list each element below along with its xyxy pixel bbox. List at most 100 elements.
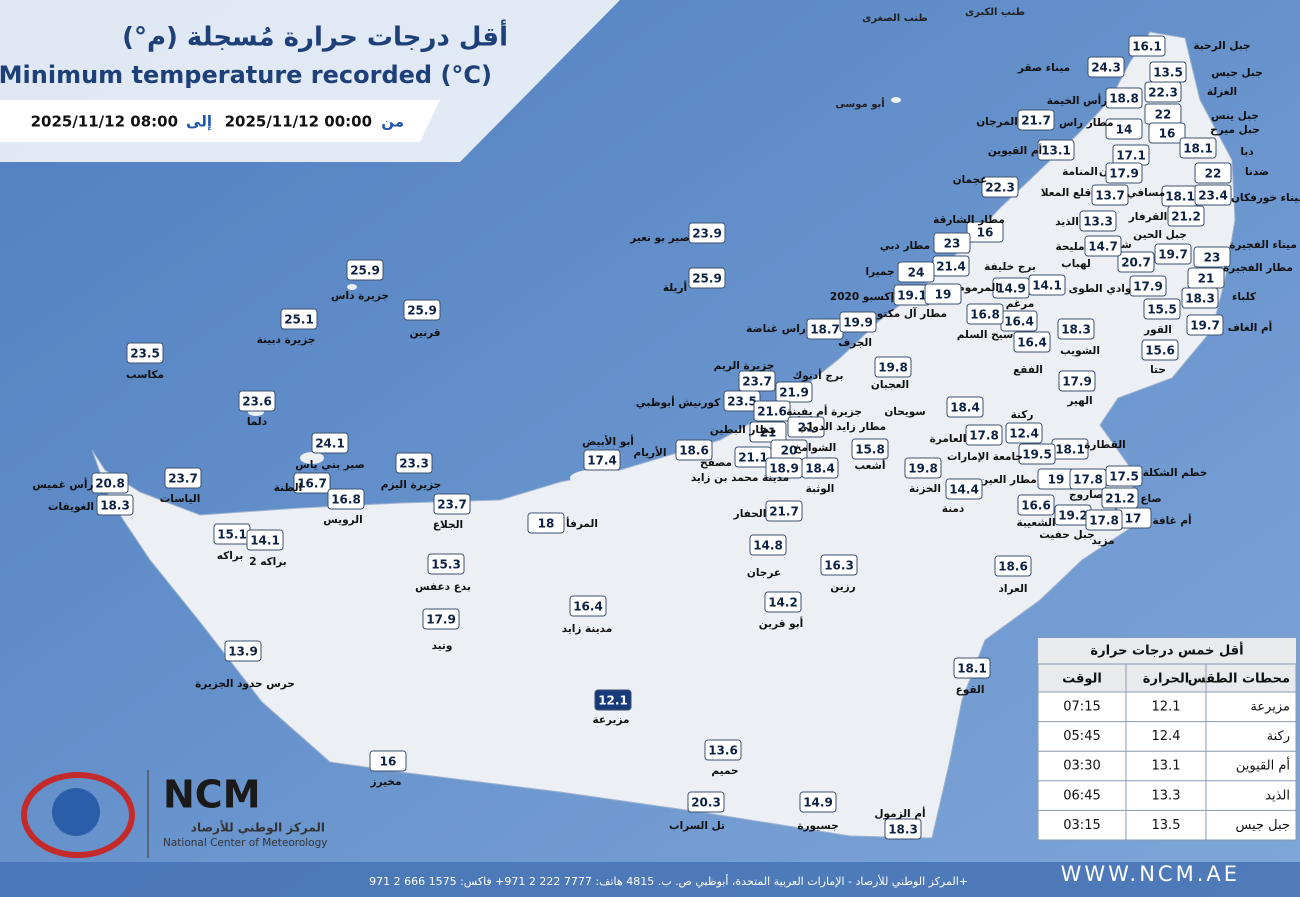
station-name: جسيورة — [797, 820, 838, 832]
table-cell: 07:15 — [1063, 700, 1100, 715]
station-value: 15.8 — [855, 443, 885, 457]
value-box — [946, 396, 984, 418]
value-box — [311, 432, 349, 454]
station-value: 18.6 — [998, 560, 1028, 574]
station-name: جزيرة اليزم — [381, 479, 441, 491]
value-box — [1129, 275, 1167, 297]
station: 16 جبل ميرح — [1148, 122, 1260, 144]
station-name: برج خليفة — [984, 261, 1036, 273]
date-from: 2025/11/12 00:00 — [225, 113, 372, 131]
table-cell: أم القيوين — [1236, 757, 1290, 774]
station: 19.7 أم الغاف — [1186, 314, 1272, 336]
station-name: جميرا — [865, 266, 894, 278]
station-value: 20.7 — [1121, 256, 1151, 270]
table-cell: 12.4 — [1152, 729, 1181, 744]
station-name: الجلاع — [433, 519, 463, 531]
station: 24 جميرا — [865, 261, 935, 283]
table-cell: ركنة — [1267, 729, 1290, 744]
station-name: جبل جيس — [1211, 67, 1263, 79]
station-name: لهباب — [1061, 258, 1091, 270]
station: 25.9 جزيرة داس — [331, 259, 389, 302]
value-box — [1194, 162, 1232, 184]
island — [891, 97, 901, 103]
station-name: الشوامخ — [794, 442, 836, 454]
value-box — [704, 739, 742, 761]
station-value: 21 — [798, 421, 815, 435]
value-box — [945, 478, 983, 500]
value-box — [1017, 494, 1055, 516]
station-name: الظنة — [274, 482, 302, 494]
station-value: 21.9 — [779, 386, 809, 400]
station-name: مخيرز — [370, 776, 402, 788]
station-value: 19.2 — [1058, 509, 1088, 523]
value-box — [966, 303, 1004, 325]
station-value: 18.3 — [1061, 323, 1091, 337]
station-value: 12.1 — [598, 694, 628, 708]
value-box — [1194, 184, 1232, 206]
station-value: 16.7 — [297, 477, 327, 491]
station-value: 16.4 — [1004, 315, 1034, 329]
station: 17.9 وتيد — [422, 608, 460, 652]
table-header: محطات الطقس — [1188, 672, 1290, 687]
value-box — [688, 222, 726, 244]
station-value: 18.1 — [1183, 142, 1213, 156]
station: 19 مطار العين — [979, 468, 1075, 490]
value-box — [1018, 443, 1056, 465]
station-value: 13.3 — [1083, 215, 1113, 229]
value-box — [433, 493, 471, 515]
station-name: مطار العين — [979, 474, 1037, 486]
station-name: دبا — [1240, 146, 1254, 158]
station-name: ضدنا — [1245, 166, 1269, 178]
station-name: الياسات — [160, 493, 201, 505]
station: 13.3 الذيد — [1055, 210, 1117, 232]
station-name: براكه 2 — [249, 556, 287, 568]
station-value: 23 — [1204, 251, 1221, 265]
station-name: جامعة الإمارات — [947, 451, 1023, 463]
value-box — [753, 400, 791, 422]
station-value: 14 — [1116, 123, 1133, 137]
value-box — [839, 311, 877, 333]
station-value: 25.1 — [284, 313, 314, 327]
station-name: بدع دعفس — [415, 581, 471, 593]
station: 15.5 القور — [1143, 298, 1181, 336]
value-box — [1017, 109, 1055, 131]
value-box — [1128, 35, 1166, 57]
value-box — [96, 494, 134, 516]
station: 18.1 القطارة — [1051, 438, 1126, 460]
station-name: الحفار — [733, 508, 767, 520]
station-name: مطار دبي — [880, 240, 930, 252]
station-name: المرجان — [976, 116, 1018, 128]
station-value: 15.3 — [431, 558, 461, 572]
value-box — [327, 488, 365, 510]
value-box — [799, 791, 837, 813]
station-value: 18.3 — [100, 499, 130, 513]
station-value: 22.3 — [1148, 86, 1178, 100]
station-name: الخزنة — [909, 483, 941, 495]
station-value: 17.9 — [1062, 375, 1092, 389]
station-name: أشعب — [855, 458, 886, 472]
value-box — [992, 277, 1030, 299]
title-ar: أقل درجات حرارة مُسجلة (م°) — [122, 20, 508, 53]
value-box — [569, 595, 607, 617]
table-cell: 03:30 — [1063, 759, 1100, 774]
value-box — [687, 791, 725, 813]
station: 14.2 أبو قرين — [759, 591, 803, 630]
station: 24.3 ميناء صقر — [1017, 56, 1125, 78]
station: 18.7 راس غناضة — [746, 318, 844, 340]
station-name: جزيرة داس — [331, 290, 389, 302]
footer-website: WWW.NCM.AE — [1061, 862, 1240, 886]
station-name: كورنيش أبوظبي — [636, 395, 721, 409]
station-value: 12.4 — [1009, 427, 1039, 441]
value-box — [775, 381, 813, 403]
place-label: طنب الصغرى — [862, 13, 928, 24]
station-name: إكسبو 2020 — [830, 291, 894, 303]
station: 23.5 كورنيش أبوظبي — [636, 390, 761, 412]
station-value: 13.9 — [228, 645, 258, 659]
station-value: 13.7 — [1095, 189, 1125, 203]
value-box — [851, 438, 889, 460]
station-value: 21.1 — [738, 451, 768, 465]
